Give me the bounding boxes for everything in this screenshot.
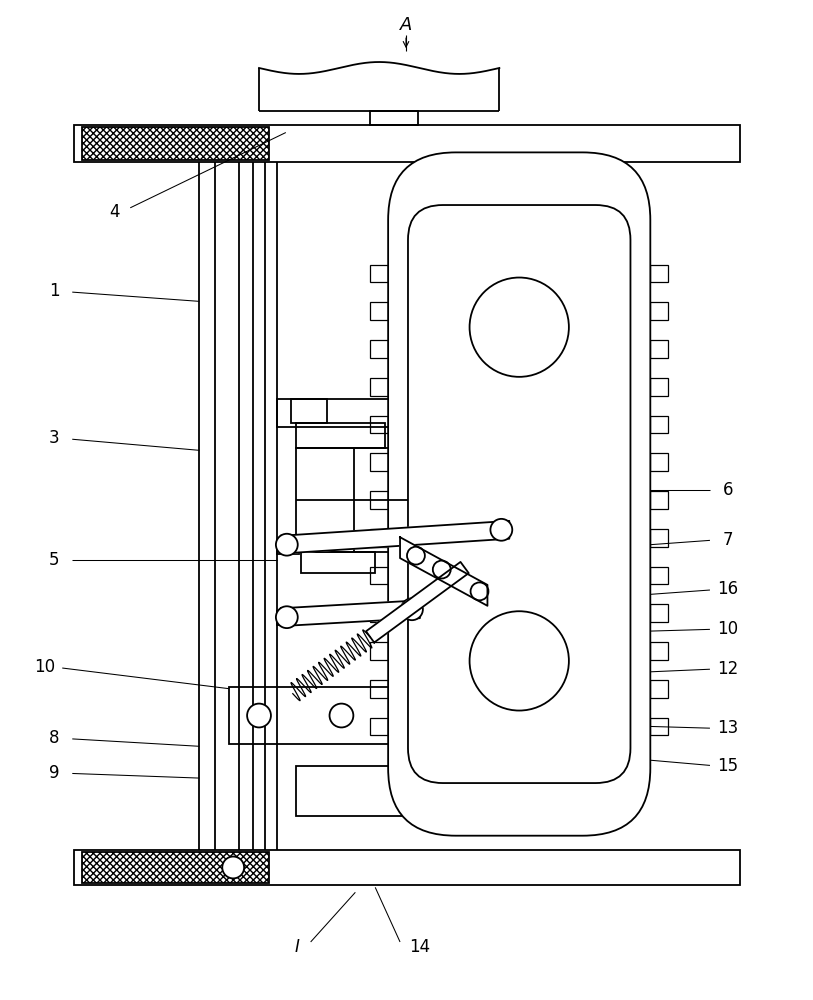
Text: 1: 1: [49, 282, 59, 300]
Bar: [650, 340, 668, 358]
Bar: [277, 611, 298, 625]
Bar: [370, 642, 388, 660]
Circle shape: [222, 857, 244, 878]
Bar: [296, 448, 413, 552]
Text: 16: 16: [717, 580, 738, 598]
Bar: [602, 768, 630, 786]
Text: 4: 4: [109, 203, 120, 221]
Bar: [650, 529, 668, 547]
Circle shape: [329, 704, 354, 727]
Bar: [370, 302, 388, 320]
Bar: [370, 491, 388, 509]
Circle shape: [490, 519, 512, 541]
Bar: [650, 378, 668, 396]
Polygon shape: [400, 537, 488, 606]
Bar: [650, 680, 668, 698]
Text: 3: 3: [49, 429, 59, 447]
Circle shape: [471, 582, 489, 600]
Bar: [82, 127, 269, 160]
Text: I: I: [294, 938, 299, 956]
Text: 13: 13: [717, 719, 738, 737]
Text: 15: 15: [717, 757, 738, 775]
Circle shape: [407, 547, 425, 565]
FancyBboxPatch shape: [408, 205, 630, 783]
Bar: [506, 768, 533, 786]
Bar: [370, 604, 388, 622]
Text: 5: 5: [49, 551, 59, 569]
Bar: [229, 687, 393, 744]
Bar: [650, 491, 668, 509]
Bar: [370, 567, 388, 584]
Text: 7: 7: [723, 531, 733, 549]
Text: 8: 8: [49, 729, 59, 747]
Bar: [296, 766, 445, 816]
Text: 10: 10: [717, 620, 738, 638]
Circle shape: [470, 611, 569, 711]
Bar: [74, 125, 740, 162]
Bar: [602, 202, 630, 220]
Bar: [291, 399, 327, 423]
Bar: [609, 206, 630, 220]
Bar: [650, 453, 668, 471]
Circle shape: [470, 278, 569, 377]
Bar: [402, 206, 424, 220]
Polygon shape: [280, 521, 509, 554]
Bar: [650, 604, 668, 622]
Bar: [506, 202, 533, 220]
Bar: [277, 399, 391, 427]
Bar: [650, 416, 668, 433]
Circle shape: [401, 598, 423, 620]
Text: 6: 6: [723, 481, 733, 499]
Bar: [402, 768, 424, 782]
Circle shape: [276, 606, 298, 628]
Circle shape: [433, 561, 450, 578]
Bar: [609, 768, 630, 782]
Bar: [370, 378, 388, 396]
Bar: [436, 768, 463, 786]
Text: A: A: [400, 16, 412, 34]
Bar: [301, 552, 376, 573]
Bar: [370, 453, 388, 471]
Bar: [277, 540, 298, 554]
Bar: [650, 567, 668, 584]
Bar: [650, 302, 668, 320]
Polygon shape: [366, 562, 469, 643]
Bar: [370, 340, 388, 358]
Bar: [370, 718, 388, 735]
Circle shape: [276, 534, 298, 556]
Text: 14: 14: [409, 938, 430, 956]
Bar: [370, 111, 418, 125]
Bar: [650, 265, 668, 282]
Bar: [74, 850, 740, 885]
Bar: [370, 529, 388, 547]
Bar: [436, 202, 463, 220]
Bar: [82, 852, 269, 883]
Text: 10: 10: [34, 658, 55, 676]
Circle shape: [247, 704, 271, 727]
Bar: [370, 265, 388, 282]
Bar: [370, 416, 388, 433]
Bar: [370, 680, 388, 698]
Polygon shape: [280, 600, 420, 626]
FancyBboxPatch shape: [388, 152, 650, 836]
Bar: [650, 718, 668, 735]
Bar: [296, 423, 385, 448]
Text: 12: 12: [717, 660, 738, 678]
Text: 9: 9: [49, 764, 59, 782]
Bar: [650, 642, 668, 660]
